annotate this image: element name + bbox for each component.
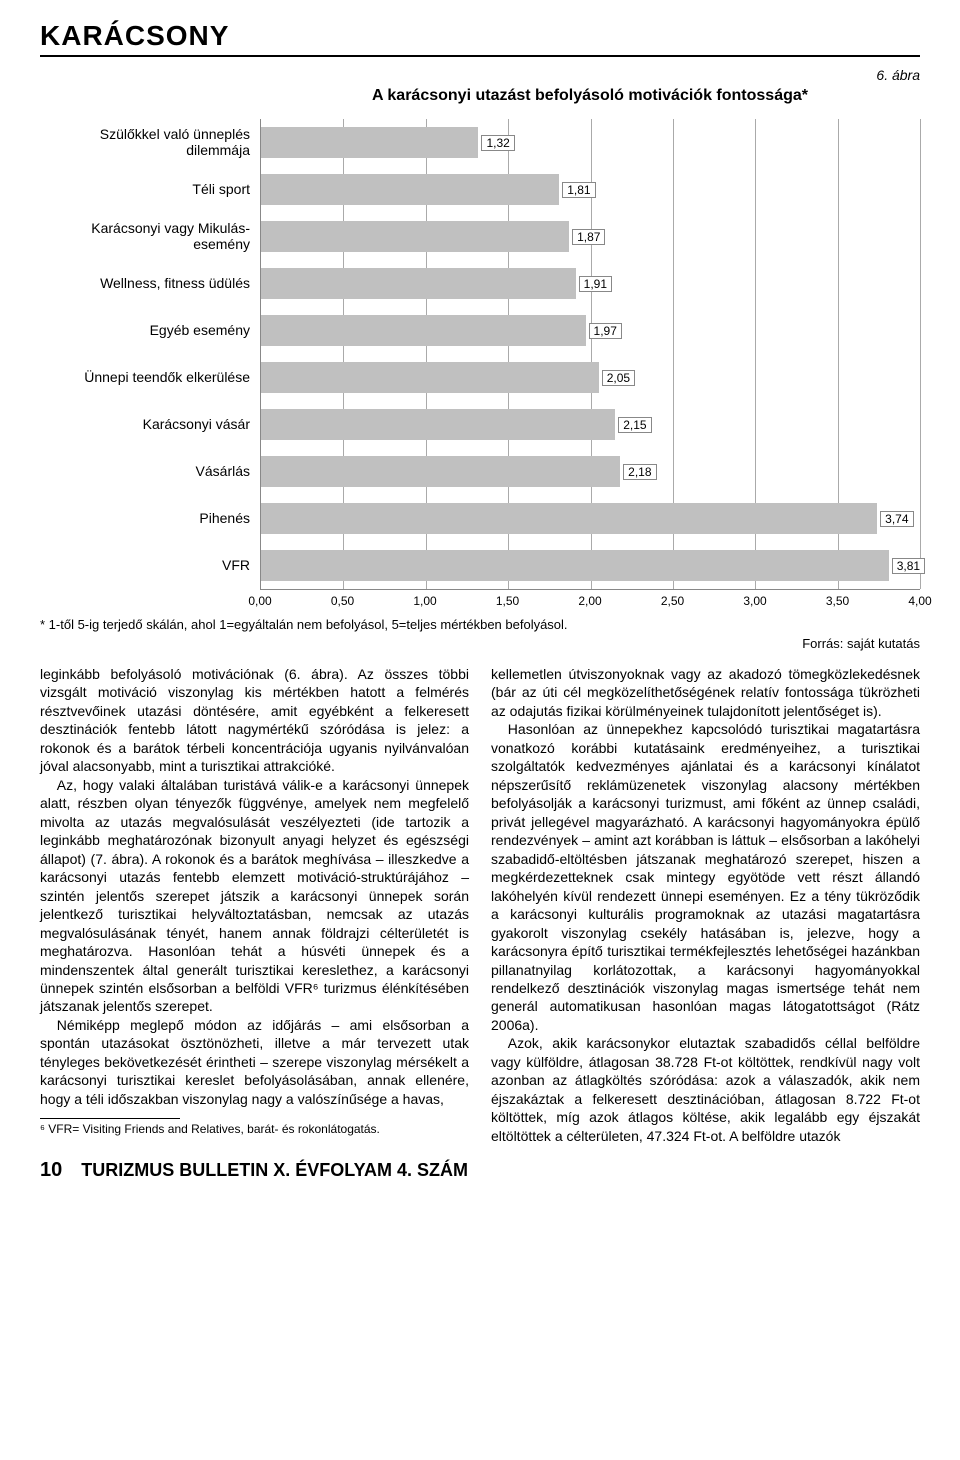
bar-track: 3,81 [260,542,920,589]
bar-chart: Szülőkkel való ünneplés dilemmája 1,32 Tél… [40,119,920,613]
figure-number: 6. ábra [40,67,920,83]
bar-fill [261,127,478,158]
body-columns: leginkább befolyásoló motivációnak (6. á… [40,665,920,1145]
bar-track: 1,32 [260,119,920,166]
x-tick: 0,00 [248,594,271,608]
bar-value: 1,91 [579,276,612,292]
x-tick: 3,00 [743,594,766,608]
bar-value: 1,32 [481,135,514,151]
page-number: 10 [40,1159,62,1181]
bar-label: Wellness, fitness üdülés [40,276,260,291]
bar-row: VFR3,81 [40,542,920,589]
bar-fill [261,550,889,581]
paragraph: kellemetlen útviszonyoknak vagy az akado… [491,665,920,720]
x-tick: 2,50 [661,594,684,608]
bar-fill [261,503,877,534]
bar-row: Wellness, fitness üdülés 1,91 [40,260,920,307]
paragraph: Némiképp meglepő módon az időjárás – ami… [40,1016,469,1108]
bar-label: Vásárlás [40,464,260,479]
bar-value: 3,74 [880,511,913,527]
bar-label: Karácsonyi vásár [40,417,260,432]
bar-label: Egyéb esemény [40,323,260,338]
chart-note: * 1-től 5-ig terjedő skálán, ahol 1=egyá… [40,617,920,632]
footnote-rule [40,1118,180,1119]
bar-track: 1,87 [260,213,920,260]
x-tick: 3,50 [826,594,849,608]
bar-fill [261,221,569,252]
bar-row: Szülőkkel való ünneplés dilemmája 1,32 [40,119,920,166]
bar-label: VFR [40,558,260,573]
bar-fill [261,456,620,487]
bar-row: Vásárlás 2,18 [40,448,920,495]
bar-row: Karácsonyi vásár 2,15 [40,401,920,448]
x-tick: 0,50 [331,594,354,608]
bar-value: 2,05 [602,370,635,386]
bar-track: 2,15 [260,401,920,448]
bar-track: 2,05 [260,354,920,401]
chart-source: Forrás: saját kutatás [40,636,920,651]
bar-value: 3,81 [892,558,925,574]
bar-value: 2,15 [618,417,651,433]
bar-row: Egyéb esemény 1,97 [40,307,920,354]
x-tick: 1,00 [413,594,436,608]
chart-title: A karácsonyi utazást befolyásoló motivác… [260,87,920,105]
bar-fill [261,362,599,393]
bar-value: 1,87 [572,229,605,245]
bar-track: 1,81 [260,166,920,213]
bar-fill [261,268,576,299]
bar-fill [261,409,615,440]
bar-fill [261,174,559,205]
section-title: KARÁCSONY [40,20,920,57]
bar-row: Pihenés 3,74 [40,495,920,542]
bar-fill [261,315,586,346]
paragraph: Az, hogy valaki általában turistává váli… [40,776,469,1016]
bar-row: Karácsonyi vagy Mikulás-esemény 1,87 [40,213,920,260]
bar-track: 1,91 [260,260,920,307]
page-footer: 10 TURIZMUS BULLETIN X. ÉVFOLYAM 4. SZÁM [40,1159,920,1182]
x-tick: 1,50 [496,594,519,608]
bar-value: 1,81 [562,182,595,198]
paragraph: Hasonlóan az ünnepekhez kapcsolódó turis… [491,720,920,1034]
footnote: ⁶ VFR= Visiting Friends and Relatives, b… [40,1122,469,1138]
paragraph: leginkább befolyásoló motivációnak (6. á… [40,665,469,776]
bar-track: 3,74 [260,495,920,542]
x-tick: 2,00 [578,594,601,608]
paragraph: Azok, akik karácsonykor elutaztak szabad… [491,1034,920,1145]
publication-name: TURIZMUS BULLETIN X. ÉVFOLYAM 4. SZÁM [81,1160,468,1180]
bar-value: 1,97 [589,323,622,339]
bar-track: 2,18 [260,448,920,495]
bar-label: Téli sport [40,182,260,197]
bar-track: 1,97 [260,307,920,354]
bar-label: Szülőkkel való ünneplés dilemmája [40,127,260,158]
bar-row: Téli sport 1,81 [40,166,920,213]
bar-row: Ünnepi teendők elkerülése 2,05 [40,354,920,401]
bar-label: Karácsonyi vagy Mikulás-esemény [40,221,260,252]
bar-label: Pihenés [40,511,260,526]
bar-value: 2,18 [623,464,656,480]
x-tick: 4,00 [908,594,931,608]
bar-label: Ünnepi teendők elkerülése [40,370,260,385]
